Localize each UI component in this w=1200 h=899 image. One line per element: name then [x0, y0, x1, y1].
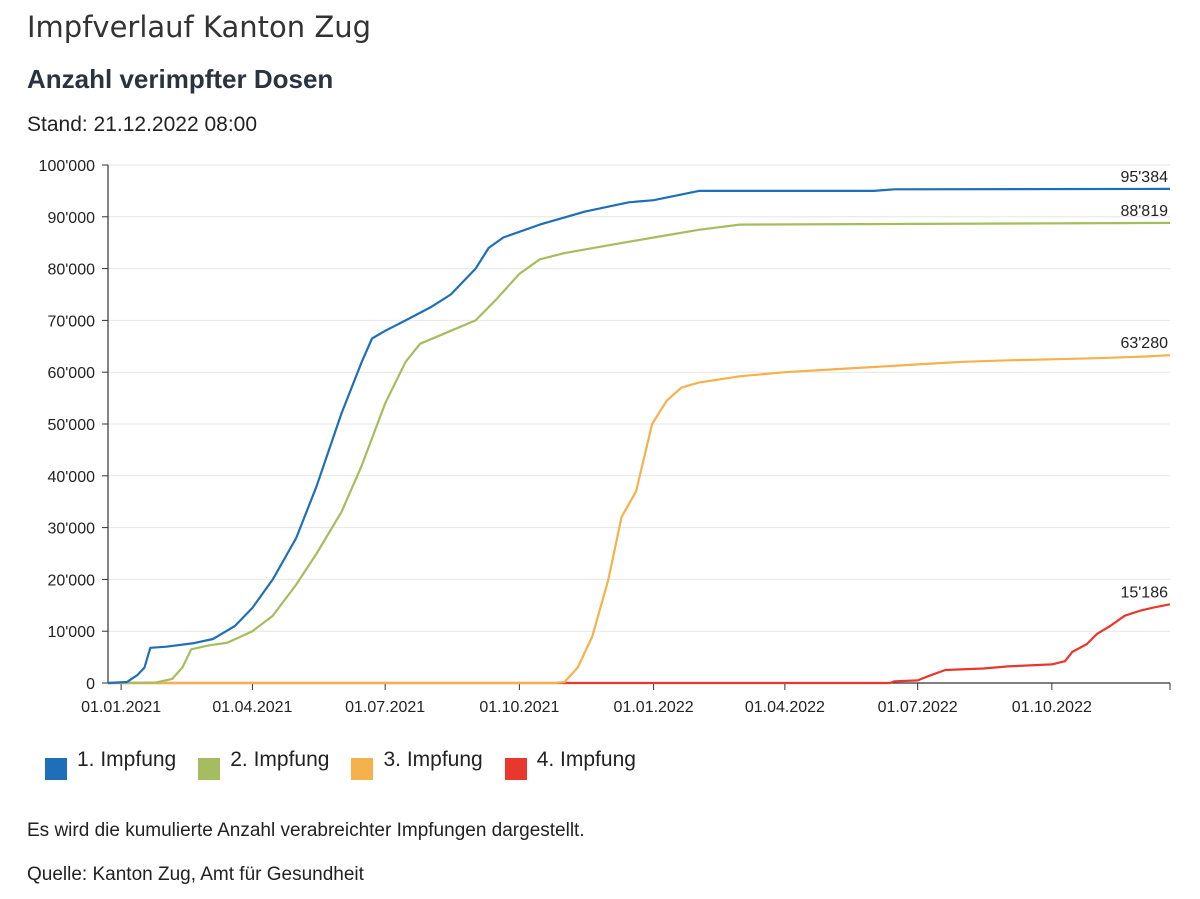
legend-label: 4. Impfung	[536, 748, 636, 771]
end-value-label-4: 15'186	[1120, 584, 1168, 601]
grid-lines	[108, 164, 1170, 632]
legend-item-4: 4. Impfung	[504, 746, 636, 780]
end-value-label-3: 63'280	[1120, 335, 1168, 352]
y-tick-label: 90'000	[47, 210, 95, 227]
x-tick-label: 01.04.2021	[212, 699, 292, 716]
legend-swatch	[504, 758, 527, 780]
legend-swatch	[45, 758, 67, 780]
y-tick-label: 70'000	[47, 313, 95, 330]
series-line-1	[107, 187, 1171, 685]
axes: 0 10'000 20'000 30'000 40'000 50'000 60'000 70'…	[39, 158, 1171, 716]
series-line-3	[108, 354, 1171, 685]
y-tick-label: 50'000	[47, 417, 95, 434]
y-tick-label: 60'000	[47, 365, 95, 382]
legend-swatch	[198, 758, 221, 780]
legend-item-1: 1. Impfung	[45, 746, 176, 780]
x-tick-label: 01.07.2021	[345, 699, 425, 716]
end-value-label-2: 88'819	[1120, 203, 1168, 220]
y-tick-label: 20'000	[47, 572, 95, 589]
legend-label: 3. Impfung	[383, 748, 483, 771]
y-tick-label: 10'000	[47, 624, 95, 641]
y-tick-label: 0	[86, 676, 95, 693]
stand-timestamp: Stand: 21.12.2022 08:00	[27, 113, 258, 136]
legend-label: 1. Impfung	[77, 748, 177, 771]
y-tick-label: 100'000	[39, 158, 96, 175]
legend: 1. Impfung 2. Impfung 3. Impfung 4. Impfung	[45, 746, 658, 780]
x-tick-label: 01.01.2021	[81, 699, 161, 716]
end-value-label-1: 95'384	[1120, 169, 1168, 186]
series-lines	[107, 187, 1171, 685]
legend-item-3: 3. Impfung	[351, 746, 483, 780]
x-tick-label: 01.07.2022	[878, 699, 958, 716]
end-labels: 95'384 88'819 63'280 15'186	[1120, 169, 1168, 601]
x-tick-label: 01.04.2022	[745, 699, 825, 716]
page-title: Impfverlauf Kanton Zug	[27, 10, 372, 44]
y-tick-label: 80'000	[47, 262, 95, 279]
x-tick-label: 01.01.2022	[614, 699, 694, 716]
legend-swatch	[351, 758, 374, 780]
series-line-4	[108, 603, 1171, 685]
x-tick-label: 01.10.2022	[1012, 699, 1092, 716]
chart-title: Anzahl verimpfter Dosen	[27, 64, 334, 94]
legend-item-2: 2. Impfung	[198, 746, 329, 780]
series-line-2	[107, 221, 1171, 685]
chart-source: Quelle: Kanton Zug, Amt für Gesundheit	[27, 864, 364, 885]
legend-label: 2. Impfung	[230, 748, 330, 771]
chart-note: Es wird die kumulierte Anzahl verabreich…	[27, 820, 585, 841]
y-tick-label: 40'000	[47, 469, 95, 486]
y-tick-label: 30'000	[47, 521, 95, 538]
x-tick-label: 01.10.2021	[479, 699, 559, 716]
